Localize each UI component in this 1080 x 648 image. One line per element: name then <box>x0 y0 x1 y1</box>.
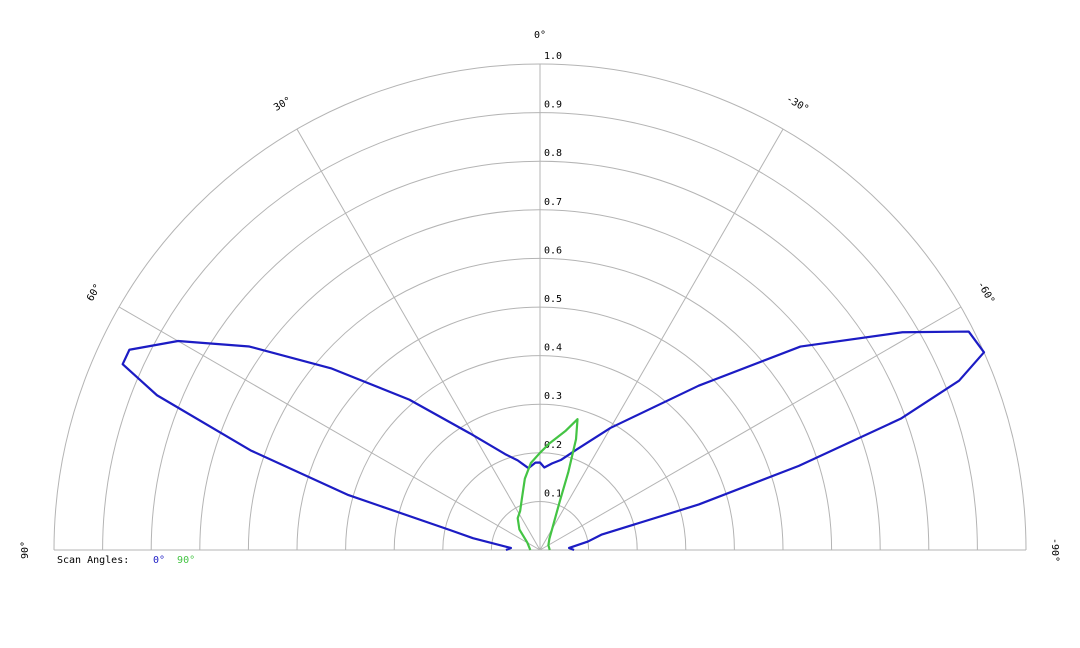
r-tick-label: 0.4 <box>544 343 562 354</box>
r-tick-label: 0.2 <box>544 440 562 451</box>
theta-tick-label: 30° <box>272 95 293 114</box>
legend-title: Scan Angles: <box>57 555 129 566</box>
r-tick-label: 0.3 <box>544 391 562 402</box>
series-line <box>121 330 986 552</box>
grid-spoke <box>118 306 541 551</box>
theta-tick-label: 60° <box>85 282 104 303</box>
theta-tick-label: -60° <box>975 280 997 306</box>
r-tick-label: 1.0 <box>544 51 562 62</box>
r-tick-label: 0.5 <box>544 294 562 305</box>
series-line <box>516 418 579 551</box>
grid-spoke <box>296 128 541 551</box>
grid-spoke <box>539 306 962 551</box>
grid-spoke <box>539 128 784 551</box>
theta-tick-label: -30° <box>784 94 810 116</box>
r-tick-label: 0.9 <box>544 100 562 111</box>
r-tick-label: 0.7 <box>544 197 562 208</box>
theta-tick-label: 0° <box>534 30 546 41</box>
r-tick-label: 0.6 <box>544 245 562 256</box>
legend-entry: 0° <box>153 555 165 566</box>
legend-entry: 90° <box>177 555 195 566</box>
theta-tick-label: 90° <box>20 541 31 559</box>
theta-tick-label: -90° <box>1049 538 1060 562</box>
r-tick-label: 0.1 <box>544 488 562 499</box>
r-tick-label: 0.8 <box>544 148 562 159</box>
